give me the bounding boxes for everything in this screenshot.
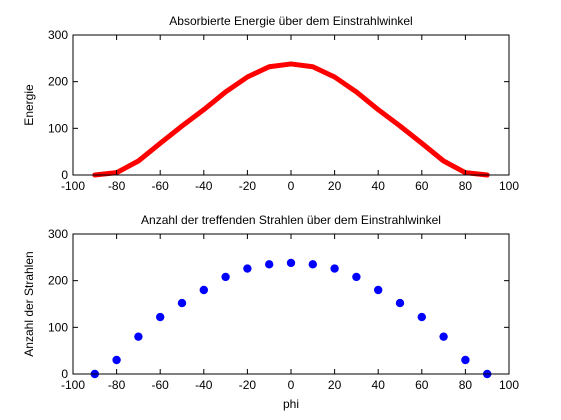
energy-chart-xtick-label: -100 bbox=[61, 179, 85, 193]
energy-chart-xtick-label: -20 bbox=[239, 179, 257, 193]
rays-chart-marks bbox=[90, 258, 492, 379]
rays-chart-xtick-label: 80 bbox=[459, 378, 473, 392]
energy-chart-xtick-label: 0 bbox=[288, 179, 295, 193]
rays-chart-ytick-label: 200 bbox=[48, 274, 68, 288]
rays-chart-xtick-label: 40 bbox=[372, 378, 386, 392]
rays-chart-data-point bbox=[243, 264, 252, 273]
energy-chart-xtick-label: 40 bbox=[372, 179, 386, 193]
rays-chart-data-point bbox=[112, 355, 121, 365]
rays-chart-xtick-label: -20 bbox=[239, 378, 257, 392]
energy-chart-xtick-label: 20 bbox=[328, 179, 342, 193]
rays-chart-data-point bbox=[461, 355, 470, 365]
energy-chart-xtick-label: -80 bbox=[108, 179, 126, 193]
energy-chart-ylabel: Energie bbox=[22, 84, 36, 126]
rays-chart-data-point bbox=[286, 258, 296, 268]
rays-chart-data-point bbox=[177, 298, 187, 308]
rays-chart-xtick-label: -80 bbox=[108, 378, 126, 392]
rays-chart-xlabel: phi bbox=[283, 397, 299, 411]
energy-chart: Absorbierte Energie über dem Einstrahlwi… bbox=[22, 14, 519, 193]
rays-chart-xtick-label: -60 bbox=[152, 378, 170, 392]
rays-chart-data-point bbox=[308, 260, 317, 269]
energy-chart-ytick-label: 300 bbox=[48, 28, 68, 42]
energy-chart-ytick-label: 100 bbox=[48, 121, 68, 135]
rays-chart-data-point bbox=[352, 272, 361, 282]
rays-chart-ytick-label: 100 bbox=[48, 320, 68, 334]
rays-chart-xtick-label: 20 bbox=[328, 378, 342, 392]
energy-chart-xtick-label: 80 bbox=[459, 179, 473, 193]
energy-chart-ytick-label: 200 bbox=[48, 75, 68, 89]
rays-chart-data-point bbox=[439, 332, 448, 341]
rays-chart-data-point bbox=[395, 298, 405, 308]
energy-chart-xtick-label: 100 bbox=[499, 179, 519, 193]
rays-chart-data-point bbox=[134, 332, 143, 341]
rays-chart-ylabel: Anzahl der Strahlen bbox=[22, 251, 36, 356]
rays-chart-data-point bbox=[417, 312, 426, 322]
rays-chart-xtick-label: -100 bbox=[61, 378, 85, 392]
rays-chart-data-point bbox=[156, 312, 165, 322]
rays-chart: Anzahl der treffenden Strahlen über dem … bbox=[22, 213, 519, 411]
energy-chart-ytick-label: 0 bbox=[61, 168, 68, 182]
energy-chart-series-line bbox=[92, 61, 490, 178]
energy-chart-ticks: -100 -80 -60 -40 -20 0 20 40 60 80 100 0 100 200 300 bbox=[48, 28, 519, 193]
rays-chart-ytick-label: 0 bbox=[61, 367, 68, 381]
rays-chart-xtick-label: -40 bbox=[195, 378, 213, 392]
energy-chart-xtick-label: -40 bbox=[195, 179, 213, 193]
rays-chart-ytick-label: 300 bbox=[48, 227, 68, 241]
rays-chart-xtick-label: 60 bbox=[415, 378, 429, 392]
rays-chart-data-point bbox=[330, 264, 339, 273]
rays-chart-data-point bbox=[221, 272, 230, 282]
rays-chart-title: Anzahl der treffenden Strahlen über dem … bbox=[141, 213, 441, 227]
energy-chart-marks bbox=[92, 61, 490, 178]
rays-chart-xtick-label: 0 bbox=[288, 378, 295, 392]
energy-chart-xtick-label: -60 bbox=[152, 179, 170, 193]
rays-chart-ticks: -100 -80 -60 -40 -20 0 20 40 60 80 100 0 100 200 300 bbox=[48, 227, 519, 392]
energy-chart-title: Absorbierte Energie über dem Einstrahlwi… bbox=[169, 14, 412, 28]
rays-chart-data-point bbox=[199, 285, 208, 295]
rays-chart-xtick-label: 100 bbox=[499, 378, 519, 392]
rays-chart-data-point bbox=[265, 260, 274, 269]
energy-chart-xtick-label: 60 bbox=[415, 179, 429, 193]
rays-chart-data-point bbox=[374, 285, 383, 295]
